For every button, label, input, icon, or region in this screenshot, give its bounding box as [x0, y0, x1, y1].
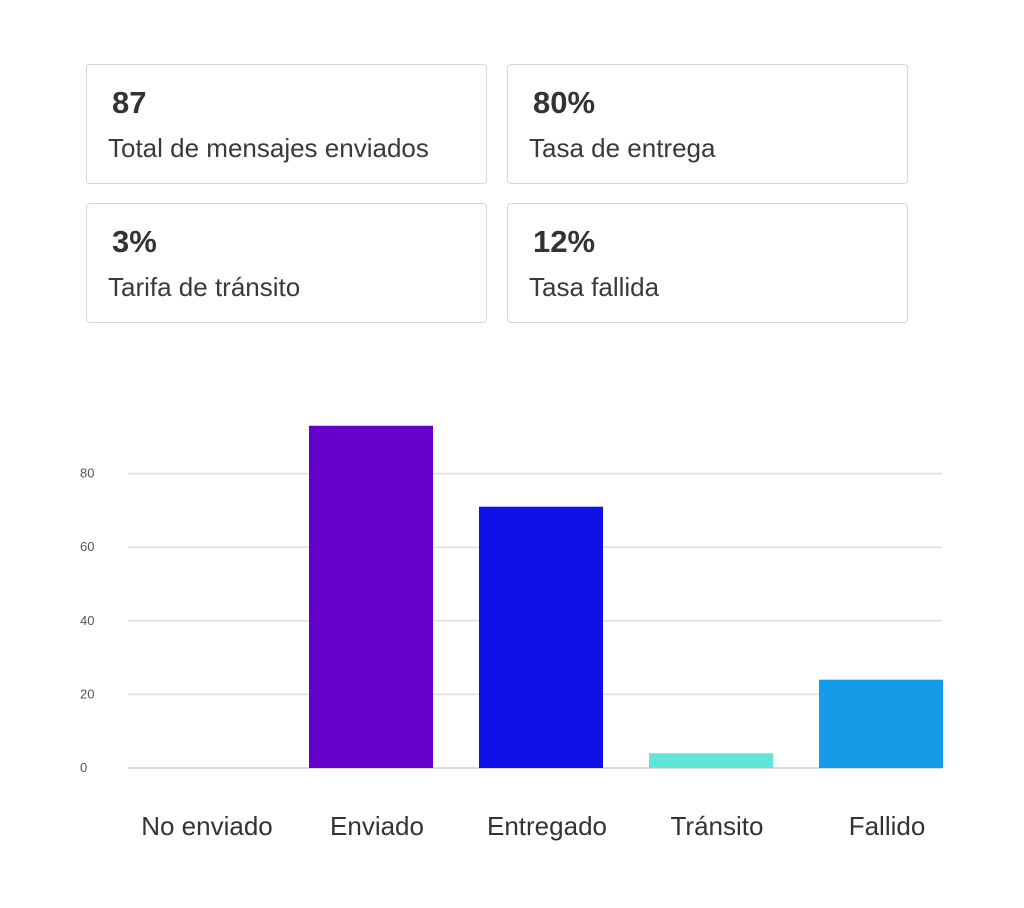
x-category-label: Enviado — [330, 811, 424, 841]
stat-value: 80% — [533, 85, 596, 120]
stat-label: Tasa fallida — [529, 272, 660, 302]
bar-fallido — [819, 679, 943, 768]
stat-value: 87 — [112, 85, 147, 120]
stat-card-total-sent: 87 Total de mensajes enviados — [86, 64, 487, 184]
x-category-label: Fallido — [849, 811, 926, 841]
bars — [309, 425, 943, 768]
stat-label: Tarifa de tránsito — [108, 272, 301, 302]
y-tick-label: 0 — [80, 760, 87, 775]
bar-transito — [649, 753, 773, 768]
x-category-label: No enviado — [141, 811, 273, 841]
bar-enviado — [309, 425, 433, 768]
stat-card-failed-rate: 12% Tasa fallida — [507, 203, 908, 323]
x-axis-labels: No enviado Enviado Entregado Tránsito Fallid… — [141, 811, 925, 841]
x-category-label: Entregado — [487, 811, 607, 841]
x-category-label: Tránsito — [671, 811, 764, 841]
stat-label: Tasa de entrega — [529, 133, 716, 163]
y-tick-label: 20 — [80, 686, 94, 701]
y-tick-label: 40 — [80, 613, 94, 628]
stat-card-delivery-rate: 80% Tasa de entrega — [507, 64, 908, 184]
y-axis-ticks: 0 20 40 60 80 — [80, 466, 94, 775]
stat-value: 12% — [533, 224, 596, 259]
stat-value: 3% — [112, 224, 157, 259]
stat-label: Total de mensajes enviados — [108, 133, 429, 163]
stat-card-transit-rate: 3% Tarifa de tránsito — [86, 203, 487, 323]
y-tick-label: 60 — [80, 539, 94, 554]
bar-entregado — [479, 506, 603, 768]
y-tick-label: 80 — [80, 466, 94, 481]
